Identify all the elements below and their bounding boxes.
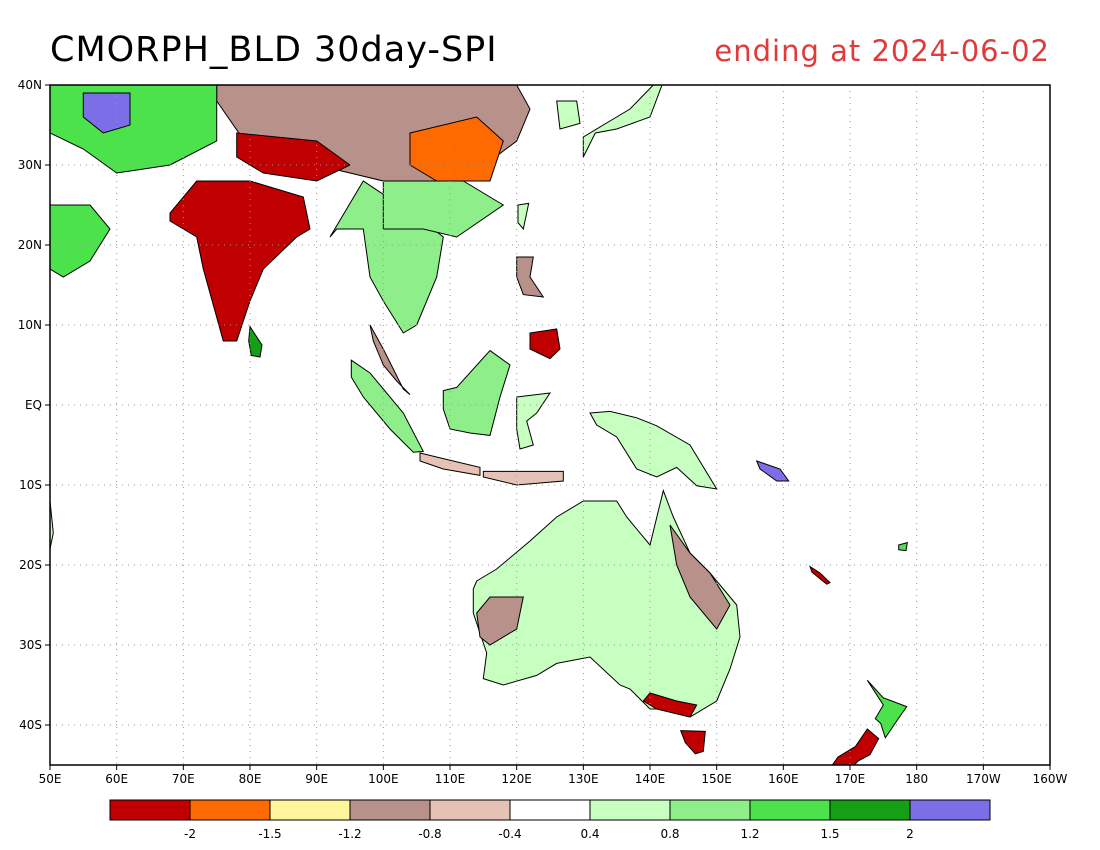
region-aus-east-dry (669, 524, 731, 630)
tick-label-lon: 70E (172, 772, 195, 786)
region-taiwan (517, 202, 530, 231)
colorbar-legend: -2 -1.5 -1.2 -0.8 -0.4 0.4 0.8 1.2 1.5 2 (109, 799, 991, 841)
tick-label-lon: 170W (966, 772, 1001, 786)
legend-swatch (109, 799, 191, 821)
legend-swatch (349, 799, 431, 821)
region-sumatra (350, 359, 425, 453)
legend-label: 0.8 (660, 827, 679, 841)
tick-label-lat: 40N (18, 78, 42, 92)
land-regions (50, 85, 908, 765)
tick-label-lon: 60E (105, 772, 128, 786)
legend-label: 1.2 (740, 827, 759, 841)
tick-label-lat: EQ (25, 398, 42, 412)
legend-swatch (189, 799, 271, 821)
region-nusa-tenggara (482, 470, 564, 486)
region-india (169, 180, 311, 342)
tick-label-lon: 160E (768, 772, 799, 786)
tick-label-lon: 100E (368, 772, 399, 786)
legend-swatch (269, 799, 351, 821)
region-tasmania (679, 730, 706, 755)
region-java (419, 452, 481, 476)
region-new-guinea (589, 410, 718, 490)
region-mindanao (529, 328, 561, 360)
tick-label-lat: 30S (19, 638, 42, 652)
tick-label-lon: 150E (701, 772, 732, 786)
region-madagascar-edge (50, 500, 54, 550)
legend-swatch (669, 799, 751, 821)
legend-label: -0.8 (418, 827, 441, 841)
tick-label-lon: 120E (501, 772, 532, 786)
tick-label-lon: 80E (239, 772, 262, 786)
tick-label-lat: 10S (19, 478, 42, 492)
region-japan (582, 85, 663, 158)
region-fiji (898, 541, 908, 552)
tick-label-lon: 110E (435, 772, 466, 786)
region-malay-peninsula (369, 324, 411, 395)
legend-swatch (509, 799, 591, 821)
region-borneo (442, 349, 511, 436)
region-sulawesi (516, 392, 552, 450)
tick-label-lon: 170E (835, 772, 866, 786)
map-title: CMORPH_BLD 30day-SPI (50, 30, 498, 70)
legend-swatch (829, 799, 911, 821)
region-nz-south (831, 728, 880, 765)
legend-label: 0.4 (580, 827, 599, 841)
legend-label: 2 (906, 827, 914, 841)
region-new-caledonia (809, 565, 831, 585)
legend-label: 1.5 (820, 827, 839, 841)
legend-swatch (589, 799, 671, 821)
tick-label-lat: 10N (18, 318, 42, 332)
legend-label: -1.5 (258, 827, 281, 841)
tick-label-lon: 90E (305, 772, 328, 786)
region-solomon (755, 460, 790, 482)
tick-label-lon: 130E (568, 772, 599, 786)
region-iran-blue (82, 92, 131, 134)
region-arabia (50, 204, 111, 278)
tick-label-lat: 40S (19, 718, 42, 732)
plot-frame (49, 84, 1051, 766)
legend-label: -2 (184, 827, 196, 841)
longitude-axis: 50E 60E 70E 80E 90E 100E 110E 120E 130E 140E 150E 1… (39, 765, 1068, 786)
legend-swatch (749, 799, 831, 821)
legend-swatch (429, 799, 511, 821)
tick-label-lon: 50E (39, 772, 62, 786)
region-sri-lanka (248, 325, 263, 358)
legend-swatch (909, 799, 991, 821)
map-subtitle-date: ending at 2024-06-02 (714, 34, 1050, 68)
region-aus-south-dry (642, 692, 698, 718)
region-aus-sw-dry (476, 596, 524, 646)
tick-label-lat: 20S (19, 558, 42, 572)
tick-label-lat: 30N (18, 158, 42, 172)
legend-label: -0.4 (498, 827, 521, 841)
region-korea (556, 100, 581, 130)
tick-label-lat: 20N (18, 238, 42, 252)
latitude-axis: 40N 30N 20N 10N EQ 10S 20S 30S 40S (18, 78, 50, 732)
region-nz-north (866, 679, 908, 739)
tick-label-lon: 160W (1033, 772, 1068, 786)
legend-label: -1.2 (338, 827, 361, 841)
tick-label-lon: 180 (905, 772, 928, 786)
tick-label-lon: 140E (635, 772, 666, 786)
